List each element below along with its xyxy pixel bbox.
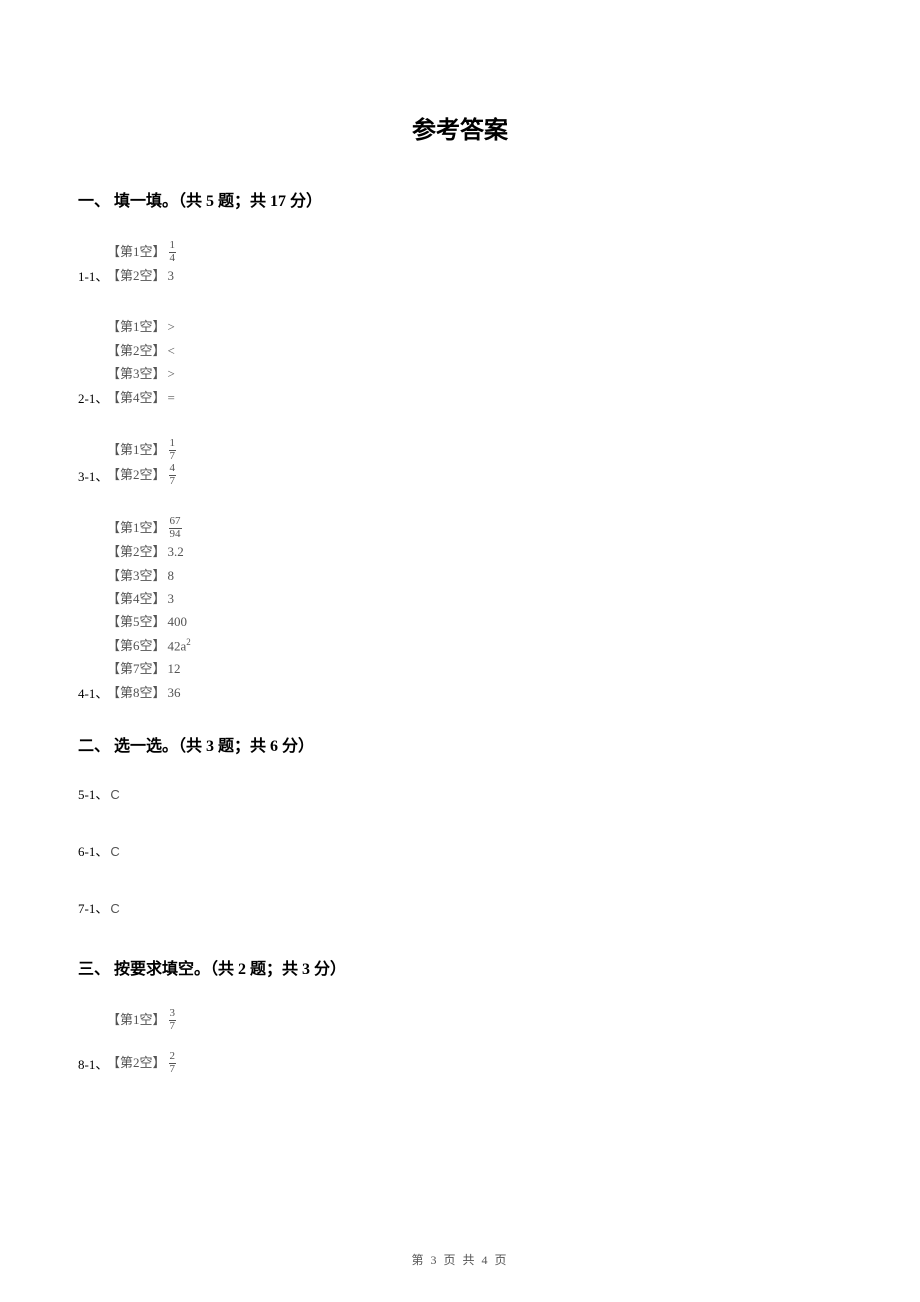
section-1-header: 一、 填一填。（共 5 题；共 17 分） <box>78 187 842 211</box>
answer-value: 17 <box>168 437 178 462</box>
answer-line: 【第1空】 6794 <box>107 515 842 540</box>
choice-answer-7-1: 7-1、 C <box>78 898 842 917</box>
blank-label: 【第1空】 <box>107 315 166 338</box>
answer-value: = <box>168 386 175 409</box>
answer-value: 27 <box>168 1050 178 1075</box>
answer-line: 【第2空】 47 <box>107 462 842 487</box>
answer-value: > <box>168 362 175 385</box>
answer-line: 【第1空】 17 <box>107 437 842 462</box>
blank-label: 【第2空】 <box>107 264 166 287</box>
answer-value: 47 <box>168 462 178 487</box>
answer-line: 【第1空】 14 <box>107 239 842 264</box>
answer-value: 37 <box>168 1007 178 1032</box>
answer-group-1-1: 【第1空】 14 【第2空】 3 1-1、 <box>78 239 842 287</box>
blank-label: 【第4空】 <box>107 587 166 610</box>
choice-value: C <box>110 787 119 802</box>
section-3-header: 三、 按要求填空。（共 2 题；共 3 分） <box>78 955 842 979</box>
answer-line: 【第5空】 400 <box>107 610 842 633</box>
question-number: 8-1、 <box>78 1054 108 1073</box>
blank-label: 【第1空】 <box>107 438 166 461</box>
blank-label: 【第3空】 <box>107 362 166 385</box>
choice-value: C <box>110 901 119 916</box>
answer-line: 【第2空】 < <box>107 339 842 362</box>
page-title: 参考答案 <box>78 110 842 145</box>
answer-line: 【第2空】 3 <box>107 264 842 287</box>
answer-value: > <box>168 315 175 338</box>
answer-value: 400 <box>168 610 188 633</box>
answer-line: 【第4空】 3 <box>107 587 842 610</box>
blank-label: 【第6空】 <box>107 634 166 657</box>
answer-line: 【第7空】 12 <box>107 657 842 680</box>
answer-value: 36 <box>168 681 181 704</box>
answer-value: 3.2 <box>168 540 184 563</box>
blank-label: 【第2空】 <box>107 339 166 362</box>
answer-line: 【第3空】 8 <box>107 564 842 587</box>
question-number: 7-1、 <box>78 898 108 917</box>
section-2-header: 二、 选一选。（共 3 题；共 6 分） <box>78 732 842 756</box>
choice-answer-5-1: 5-1、 C <box>78 784 842 803</box>
answer-value: 12 <box>168 657 181 680</box>
answer-value: 3 <box>168 587 175 610</box>
answer-value: 14 <box>168 239 178 264</box>
answer-value: < <box>168 339 175 362</box>
blank-label: 【第2空】 <box>107 463 166 486</box>
blank-label: 【第1空】 <box>107 240 166 263</box>
answer-value: 42a2 <box>168 634 191 658</box>
answer-value: 8 <box>168 564 175 587</box>
answer-line: 【第2空】 27 <box>107 1050 842 1075</box>
question-number: 4-1、 <box>78 683 108 702</box>
answer-group-3-1: 【第1空】 17 【第2空】 47 3-1、 <box>78 437 842 487</box>
answer-line: 【第1空】 37 <box>107 1007 842 1032</box>
blank-label: 【第4空】 <box>107 386 166 409</box>
question-number: 6-1、 <box>78 841 108 860</box>
choice-answer-6-1: 6-1、 C <box>78 841 842 860</box>
answer-line: 【第1空】 > <box>107 315 842 338</box>
blank-label: 【第2空】 <box>107 540 166 563</box>
blank-label: 【第5空】 <box>107 610 166 633</box>
answer-group-4-1: 【第1空】 6794 【第2空】 3.2 【第3空】 8 【第4空】 3 【第5… <box>78 515 842 704</box>
blank-label: 【第8空】 <box>107 681 166 704</box>
answer-group-8-1: 【第1空】 37 【第2空】 27 8-1、 <box>78 1007 842 1075</box>
answer-line: 【第2空】 3.2 <box>107 540 842 563</box>
blank-label: 【第3空】 <box>107 564 166 587</box>
answer-line: 【第3空】 > <box>107 362 842 385</box>
answer-value: 6794 <box>168 515 183 540</box>
question-number: 1-1、 <box>78 266 108 285</box>
blank-label: 【第1空】 <box>107 1008 166 1031</box>
answer-line: 【第4空】 = <box>107 386 842 409</box>
choice-value: C <box>110 844 119 859</box>
blank-label: 【第1空】 <box>107 516 166 539</box>
question-number: 5-1、 <box>78 784 108 803</box>
answer-line: 【第6空】 42a2 <box>107 634 842 658</box>
answer-value: 3 <box>168 264 175 287</box>
page-footer: 第 3 页 共 4 页 <box>0 1251 920 1268</box>
blank-label: 【第7空】 <box>107 657 166 680</box>
question-number: 3-1、 <box>78 466 108 485</box>
answer-line: 【第8空】 36 <box>107 681 842 704</box>
blank-label: 【第2空】 <box>107 1051 166 1074</box>
question-number: 2-1、 <box>78 388 108 407</box>
answer-group-2-1: 【第1空】 > 【第2空】 < 【第3空】 > 【第4空】 = 2-1、 <box>78 315 842 409</box>
